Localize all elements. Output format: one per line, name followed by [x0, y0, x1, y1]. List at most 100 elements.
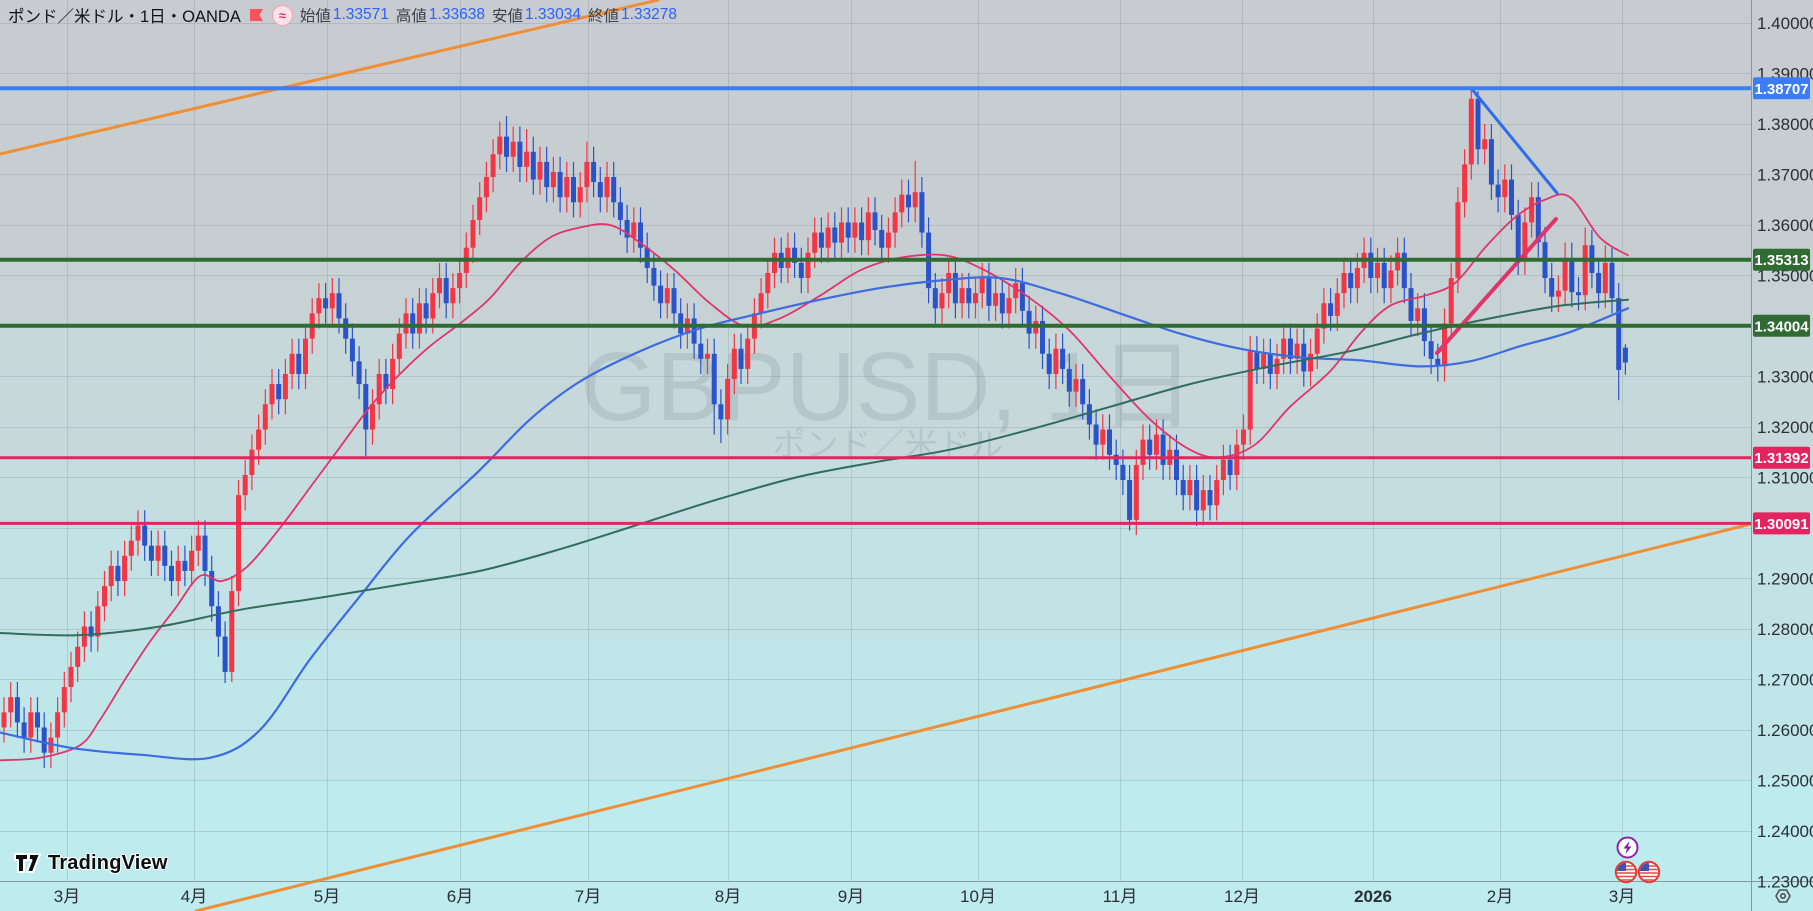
candle-body	[617, 202, 623, 220]
price-pill-bg	[1753, 248, 1810, 271]
candle-body	[1576, 292, 1581, 296]
candle-body	[1107, 429, 1112, 455]
candle-body	[1053, 348, 1059, 374]
candle-body	[483, 177, 489, 198]
candle-body	[470, 219, 476, 248]
candle-body	[1267, 353, 1273, 374]
approx-data-icon[interactable]: ≈	[271, 4, 293, 26]
tradingview-mark-icon	[14, 851, 41, 875]
candle-body	[979, 278, 985, 294]
candle-body	[1555, 290, 1561, 297]
upper-channel-trendline[interactable]	[0, 0, 660, 156]
candles-layer	[1, 88, 1628, 768]
candle-body	[195, 535, 201, 551]
candle-body	[1180, 480, 1186, 496]
economic-calendar-us-flags-icon[interactable]	[1613, 859, 1663, 890]
price-label-pill-1.38707[interactable]: 1.38707	[1753, 77, 1810, 100]
candle-body	[1, 712, 7, 728]
candle-body	[1455, 202, 1461, 279]
candle-body	[959, 288, 965, 304]
price-label-pill-1.31392[interactable]: 1.31392	[1753, 446, 1810, 469]
ma-mid-line	[0, 276, 1630, 761]
candle-body	[1287, 338, 1293, 359]
candle-body	[81, 626, 87, 647]
time-tick-label: 6月	[447, 887, 473, 906]
candle-body	[765, 272, 771, 294]
candle-body	[658, 285, 664, 304]
candle-body	[450, 288, 456, 304]
candle-body	[376, 373, 382, 405]
candle-body	[430, 293, 436, 319]
candle-body	[825, 227, 831, 248]
candle-body	[1468, 98, 1474, 165]
candle-body	[1515, 214, 1521, 260]
candle-body	[711, 353, 717, 405]
time-axis[interactable]: 3月 4月 5月 6月 7月 8月 9月 10月 11月 12月 2026 2月 3月	[54, 887, 1635, 906]
wedge-support-trendline[interactable]	[1435, 217, 1558, 355]
ohlc-open: 始値 1.33571	[299, 6, 389, 25]
candle-body	[115, 565, 121, 582]
candle-body	[1622, 347, 1628, 363]
candle-body	[1174, 449, 1179, 481]
candle-body	[899, 194, 905, 213]
candle-body	[276, 384, 282, 400]
candle-body	[296, 353, 302, 374]
price-pill-text: 1.38707	[1754, 81, 1808, 98]
background-band	[0, 89, 1813, 261]
candle-body	[108, 565, 114, 587]
candle-body	[1408, 288, 1414, 321]
red-flag-icon[interactable]	[248, 8, 265, 23]
candle-body	[1073, 379, 1079, 392]
candle-body	[584, 161, 590, 188]
candle-body	[1375, 262, 1380, 279]
candle-body	[758, 293, 764, 314]
candle-body	[256, 429, 262, 450]
candle-body	[1509, 179, 1514, 215]
candle-body	[1006, 298, 1012, 314]
candle-body	[738, 348, 744, 369]
candle-body	[303, 338, 308, 374]
candle-body	[477, 197, 483, 220]
symbol-title[interactable]: ポンド／米ドル・1日・OANDA	[8, 8, 241, 26]
candle-body	[1569, 257, 1575, 293]
candle-body	[55, 712, 61, 738]
candle-body	[698, 343, 704, 359]
candle-body	[28, 712, 34, 738]
candle-body	[1529, 197, 1535, 223]
time-tick-label: 2月	[1487, 887, 1513, 906]
candle-body	[236, 495, 241, 592]
candle-body	[155, 545, 161, 561]
candle-body	[912, 192, 918, 208]
candle-body	[1207, 490, 1213, 506]
candle-body	[651, 267, 657, 286]
price-tick-label: 1.29000	[1757, 570, 1813, 589]
candle-body	[845, 222, 851, 238]
price-pill-bg	[1753, 446, 1810, 469]
price-label-pill-1.30091[interactable]: 1.30091	[1753, 512, 1810, 535]
candle-body	[537, 161, 543, 180]
price-scale-settings-icon[interactable]	[1774, 887, 1792, 910]
candle-body	[1602, 262, 1608, 294]
economic-events-lightning-icon[interactable]	[1616, 836, 1639, 864]
candle-body	[169, 565, 174, 582]
candle-body	[638, 222, 643, 248]
price-tick-label: 1.37000	[1757, 166, 1813, 185]
candle-body	[550, 171, 556, 188]
ohlc-low: 安値 1.33034	[491, 6, 581, 25]
candle-body	[812, 232, 818, 253]
time-tick-label: 12月	[1224, 887, 1260, 906]
wedge-resistance-trendline[interactable]	[1469, 86, 1559, 195]
price-tick-label: 1.35000	[1757, 267, 1813, 286]
candle-body	[1247, 351, 1253, 430]
time-tick-label: 4月	[181, 887, 207, 906]
candle-body	[249, 449, 255, 475]
candle-body	[1549, 278, 1555, 297]
price-axis[interactable]: 1.400001.390001.380001.370001.360001.350…	[1757, 14, 1813, 892]
price-label-pill-1.34004[interactable]: 1.34004	[1753, 314, 1810, 337]
tradingview-logo[interactable]: TradingView	[14, 851, 168, 875]
candle-body	[544, 161, 550, 188]
price-label-pill-1.35313[interactable]: 1.35313	[1753, 248, 1810, 271]
candle-body	[189, 550, 195, 571]
lower-channel-trendline[interactable]	[194, 522, 1753, 911]
